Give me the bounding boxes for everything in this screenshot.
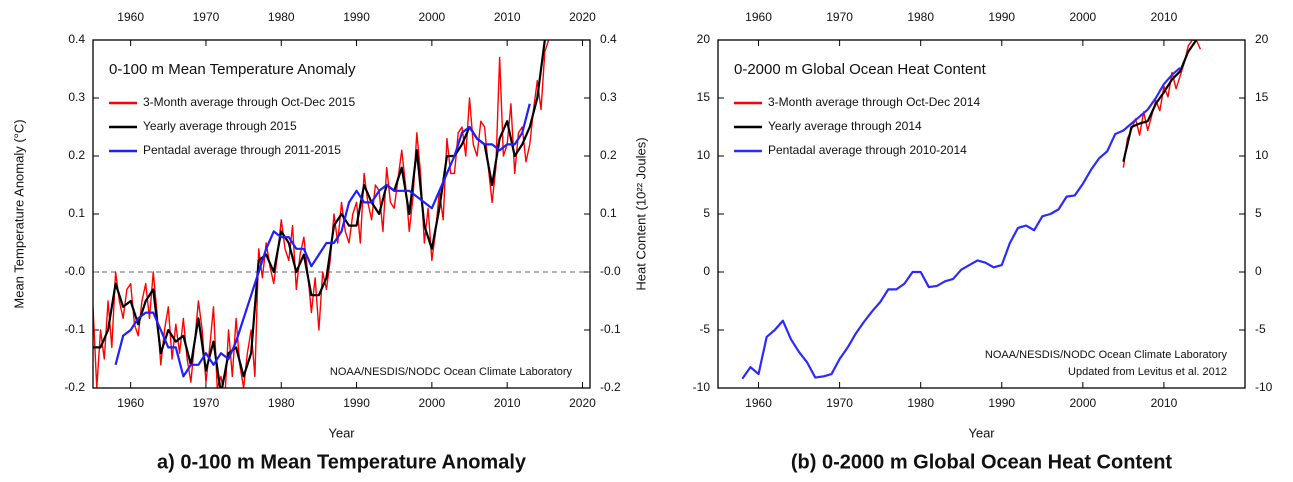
plot-title: 0-100 m Mean Temperature Anomaly <box>109 61 356 78</box>
plot-title: 0-2000 m Global Ocean Heat Content <box>734 61 987 78</box>
x-top-tick-label: 2000 <box>1069 10 1096 24</box>
x-top-tick-label: 2010 <box>494 10 521 24</box>
y2-tick-label: 20 <box>1255 32 1269 46</box>
y2-tick-label: -10 <box>1255 380 1273 394</box>
x-top-tick-label: 1980 <box>268 10 295 24</box>
y-tick-label: -0.1 <box>64 322 85 336</box>
x-top-tick-label: 2020 <box>569 10 596 24</box>
chart-panel: 20 20 15 15 10 10 5 5 0 0 -5 -5 -10 -10 1960 1960 1970 19… <box>693 10 1273 473</box>
y-tick-label: 0.4 <box>68 32 85 46</box>
legend-label: Yearly average through 2014 <box>768 119 922 133</box>
y-tick-label: 0 <box>703 264 710 278</box>
y2-tick-label: 0.2 <box>600 148 617 162</box>
legend-label: Pentadal average through 2010-2014 <box>768 143 967 157</box>
x-tick-label: 1990 <box>343 396 370 410</box>
x-tick-label: 1970 <box>193 396 220 410</box>
x-tick-label: 2000 <box>1069 396 1096 410</box>
y-tick-label: 0.1 <box>68 206 85 220</box>
series-line <box>114 103 531 378</box>
x-tick-label: 2020 <box>569 396 596 410</box>
y2-tick-label: 10 <box>1255 148 1269 162</box>
annotation: NOAA/NESDIS/NODC Ocean Climate Laborator… <box>985 349 1228 361</box>
y2-tick-label: 5 <box>1255 206 1262 220</box>
annotation: NOAA/NESDIS/NODC Ocean Climate Laborator… <box>330 366 573 378</box>
x-top-tick-label: 1990 <box>988 10 1015 24</box>
caption: a) 0-100 m Mean Temperature Anomaly <box>157 451 527 473</box>
x-tick-label: 2000 <box>419 396 446 410</box>
y2-tick-label: -0.1 <box>600 322 621 336</box>
chart-panel: 0.4 0.4 0.3 0.3 0.2 0.2 0.1 0.1 -0.0 -0.0 -0.1 -0.1… <box>11 10 648 473</box>
plot-frame <box>92 39 591 389</box>
legend-label: 3-Month average through Oct-Dec 2014 <box>768 95 980 109</box>
x-top-tick-label: 1970 <box>193 10 220 24</box>
series-line <box>93 40 550 388</box>
x-tick-label: 1960 <box>745 396 772 410</box>
series-line <box>93 40 546 388</box>
x-top-tick-label: 1990 <box>343 10 370 24</box>
plot-frame <box>717 39 1246 389</box>
y2-axis-label: Heat Content (10²² Joules) <box>633 137 648 290</box>
x-top-tick-label: 1960 <box>745 10 772 24</box>
y-tick-label: 5 <box>703 206 710 220</box>
y2-tick-label: -0.0 <box>600 264 621 278</box>
plot-area <box>93 40 550 388</box>
y-tick-label: 0.3 <box>68 90 85 104</box>
y-tick-label: -0.0 <box>64 264 85 278</box>
x-axis-label: Year <box>328 425 355 440</box>
series-line <box>1122 40 1202 168</box>
x-tick-label: 2010 <box>1151 396 1178 410</box>
y2-tick-label: -0.2 <box>600 380 621 394</box>
y-tick-label: -0.2 <box>64 380 85 394</box>
legend-label: Pentadal average through 2011-2015 <box>143 143 341 157</box>
y2-tick-label: 0 <box>1255 264 1262 278</box>
x-top-tick-label: 2000 <box>419 10 446 24</box>
y-tick-label: 20 <box>697 32 711 46</box>
y-tick-label: 15 <box>697 90 711 104</box>
y-tick-label: -10 <box>693 380 711 394</box>
x-tick-label: 2010 <box>494 396 521 410</box>
y-axis-label: Mean Temperature Anomaly (°C) <box>11 119 26 308</box>
y2-tick-label: 15 <box>1255 90 1269 104</box>
x-top-tick-label: 1960 <box>117 10 144 24</box>
series-line <box>741 67 1181 380</box>
legend-label: 3-Month average through Oct-Dec 2015 <box>143 95 355 109</box>
annotation: Updated from Levitus et al. 2012 <box>1068 366 1227 378</box>
x-tick-label: 1960 <box>117 396 144 410</box>
caption: (b) 0-2000 m Global Ocean Heat Content <box>791 451 1173 473</box>
y-tick-label: 0.2 <box>68 148 85 162</box>
x-top-tick-label: 1970 <box>826 10 853 24</box>
y-tick-label: 10 <box>697 148 711 162</box>
legend-label: Yearly average through 2015 <box>143 119 297 133</box>
x-tick-label: 1970 <box>826 396 853 410</box>
x-top-tick-label: 2010 <box>1151 10 1178 24</box>
y2-tick-label: -5 <box>1255 322 1266 336</box>
y2-tick-label: 0.1 <box>600 206 617 220</box>
x-tick-label: 1980 <box>268 396 295 410</box>
x-top-tick-label: 1980 <box>907 10 934 24</box>
y-tick-label: -5 <box>699 322 710 336</box>
plot-area <box>741 40 1202 380</box>
y2-tick-label: 0.4 <box>600 32 617 46</box>
x-axis-label: Year <box>968 425 995 440</box>
x-tick-label: 1980 <box>907 396 934 410</box>
x-tick-label: 1990 <box>988 396 1015 410</box>
series-line <box>1122 40 1198 163</box>
y2-tick-label: 0.3 <box>600 90 617 104</box>
